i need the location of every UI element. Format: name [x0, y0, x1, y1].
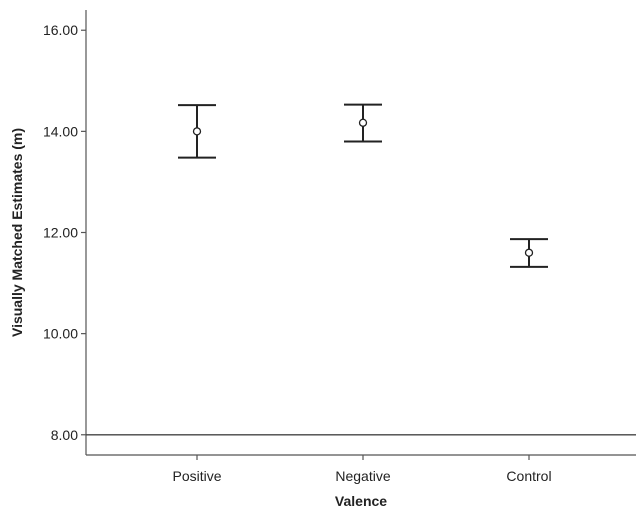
y-tick-label: 12.00 — [43, 225, 78, 241]
y-tick-label: 14.00 — [43, 123, 78, 139]
y-ticks: 8.00 10.00 12.00 14.00 16.00 — [43, 22, 86, 443]
mean-point — [192, 127, 202, 136]
axes — [85, 10, 636, 456]
data-marks — [178, 103, 548, 268]
x-tick-label: Negative — [335, 468, 390, 484]
mean-point — [524, 248, 534, 257]
y-tick-label: 10.00 — [43, 326, 78, 342]
y-tick-label: 8.00 — [51, 427, 78, 443]
x-tick-label: Positive — [172, 468, 221, 484]
y-tick-label: 16.00 — [43, 22, 78, 38]
y-axis-title: Visually Matched Estimates (m) — [9, 128, 25, 337]
x-axis-title: Valence — [335, 493, 387, 509]
x-ticks: Positive Negative Control — [172, 455, 552, 484]
mean-point — [358, 118, 368, 127]
x-tick-label: Control — [506, 468, 551, 484]
